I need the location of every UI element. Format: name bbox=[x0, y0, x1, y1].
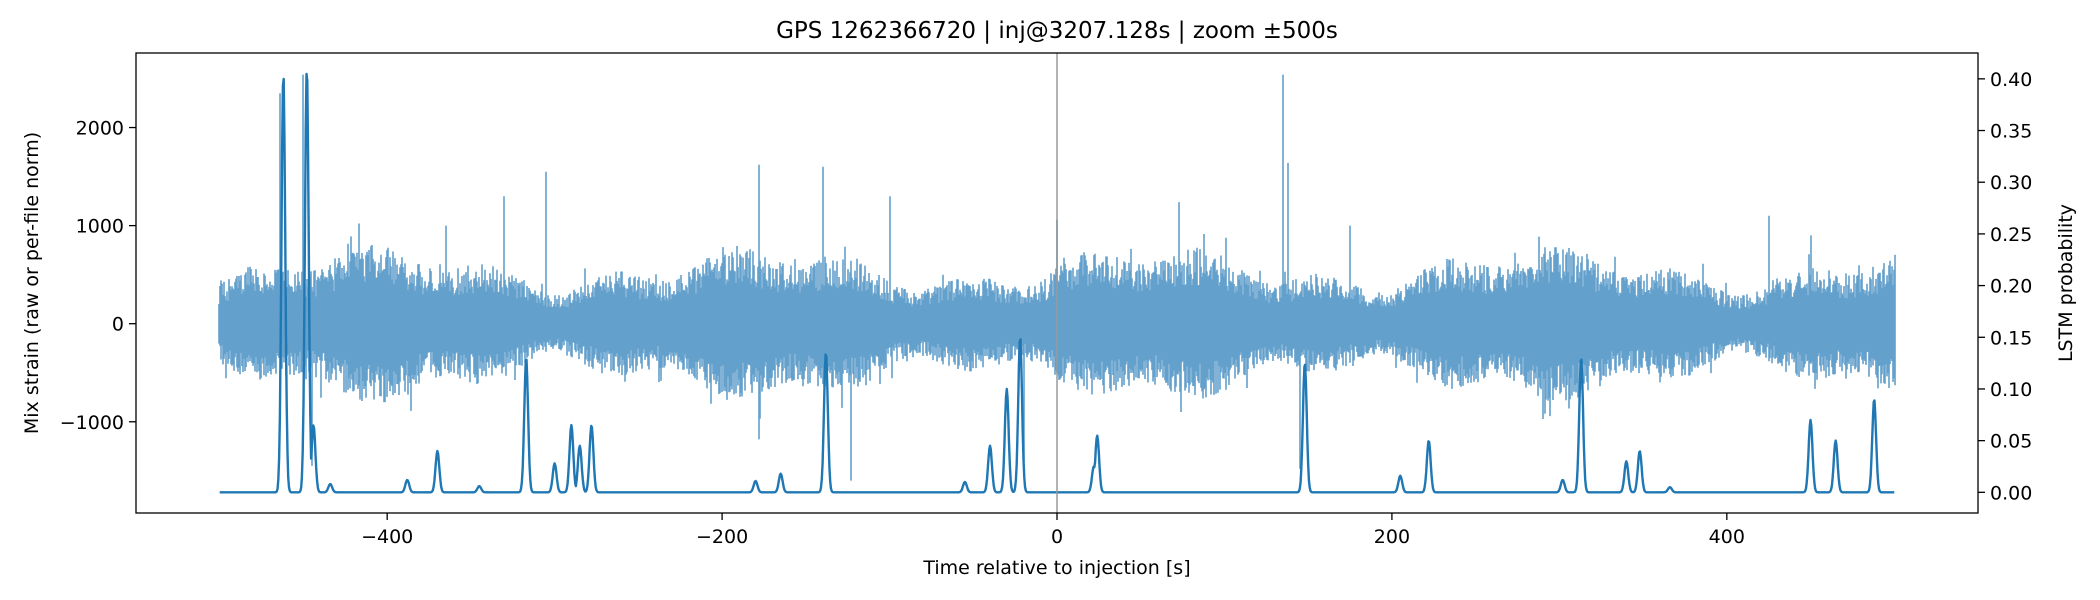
x-tick-label: −400 bbox=[361, 526, 413, 548]
y-axis-right: 0.00 0.05 0.10 0.15 0.20 0.25 0.30 0.35 0.40 bbox=[1978, 69, 2032, 504]
y-left-tick-label: 0 bbox=[112, 314, 124, 336]
x-axis: −400 −200 0 200 400 bbox=[361, 513, 1745, 548]
y-right-tick-label: 0.10 bbox=[1990, 379, 2032, 401]
x-tick-label: −200 bbox=[696, 526, 748, 548]
y-right-tick-label: 0.20 bbox=[1990, 276, 2032, 298]
chart-title: GPS 1262366720 | inj@3207.128s | zoom ±5… bbox=[776, 18, 1338, 44]
y-right-tick-label: 0.00 bbox=[1990, 482, 2032, 504]
y-right-tick-label: 0.40 bbox=[1990, 69, 2032, 91]
x-tick-label: 200 bbox=[1374, 526, 1410, 548]
strain-series bbox=[218, 74, 1896, 481]
y-right-tick-label: 0.30 bbox=[1990, 172, 2032, 194]
y-axis-right-label: LSTM probability bbox=[2055, 204, 2077, 362]
y-right-tick-label: 0.25 bbox=[1990, 224, 2032, 246]
y-axis-left: −1000 0 1000 2000 bbox=[60, 118, 136, 434]
y-left-tick-label: −1000 bbox=[60, 412, 124, 434]
y-right-tick-label: 0.05 bbox=[1990, 431, 2032, 453]
y-left-tick-label: 1000 bbox=[76, 216, 124, 238]
x-tick-label: 400 bbox=[1709, 526, 1745, 548]
x-tick-label: 0 bbox=[1051, 526, 1063, 548]
y-right-tick-label: 0.35 bbox=[1990, 121, 2032, 143]
x-axis-label: Time relative to injection [s] bbox=[922, 557, 1190, 579]
y-right-tick-label: 0.15 bbox=[1990, 327, 2032, 349]
y-axis-left-label: Mix strain (raw or per-file norm) bbox=[21, 132, 43, 434]
strain-line bbox=[218, 74, 1896, 481]
y-left-tick-label: 2000 bbox=[76, 118, 124, 140]
